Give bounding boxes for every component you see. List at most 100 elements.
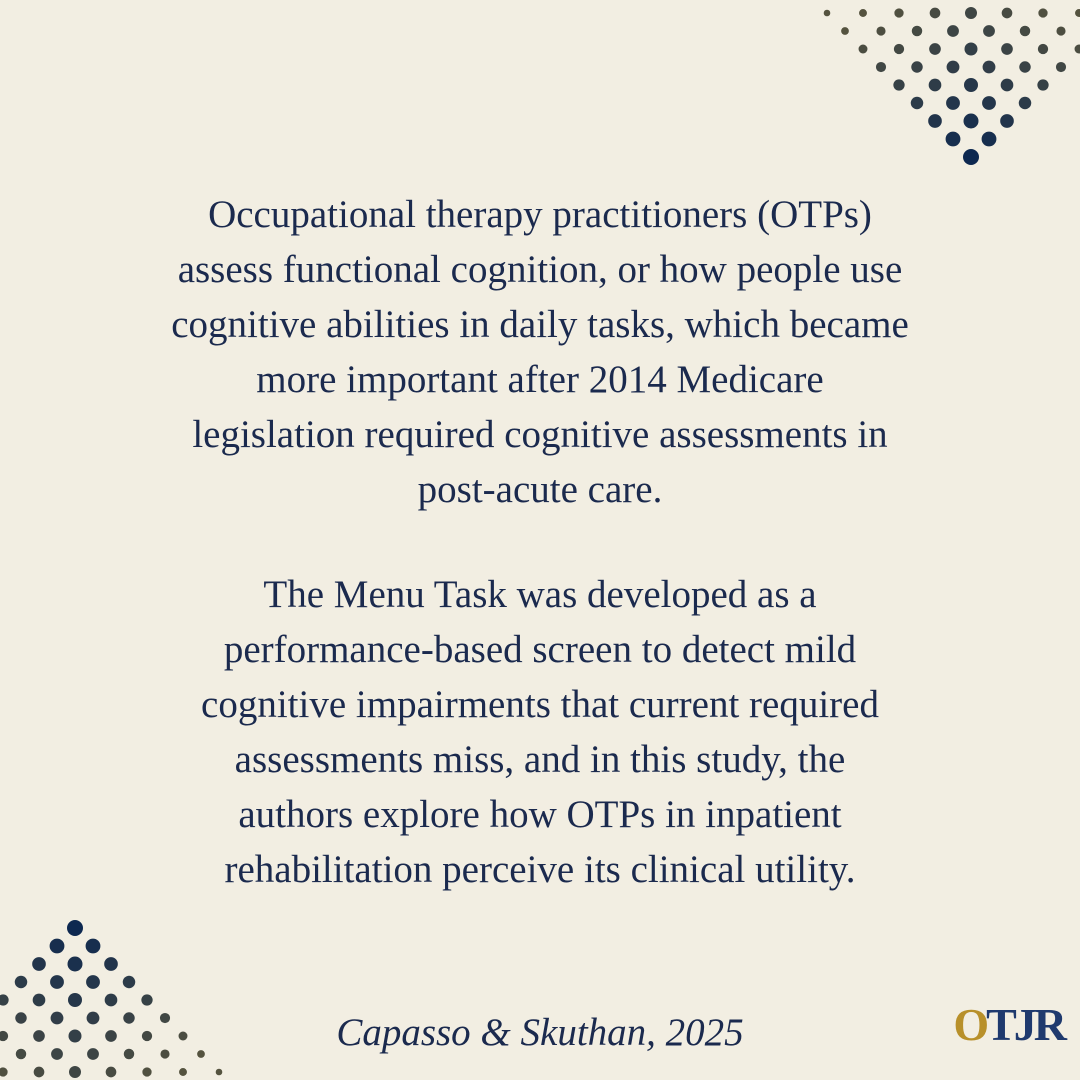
dot — [49, 938, 65, 954]
dot — [1037, 43, 1049, 55]
dot — [929, 43, 941, 55]
dot — [215, 1068, 223, 1076]
logo: OTJR — [953, 998, 1067, 1051]
dot — [160, 1049, 170, 1059]
logo-letters: TJR — [986, 999, 1067, 1050]
text-line: performance-based screen to detect mild — [223, 628, 857, 671]
dot — [982, 96, 996, 110]
dot — [104, 993, 118, 1007]
dot — [86, 1011, 100, 1025]
text-line: cognitive abilities in daily tasks, whic… — [171, 303, 909, 346]
dot — [823, 9, 831, 17]
dot — [33, 1066, 45, 1078]
dot — [67, 956, 83, 972]
text-line: assess functional cognition, or how peop… — [177, 248, 903, 291]
text-line: legislation required cognitive assessmen… — [192, 413, 888, 456]
dot — [876, 26, 886, 36]
paragraph: The Menu Task was developed as a performa… — [40, 567, 1040, 897]
dot — [1055, 61, 1067, 73]
dot — [1000, 78, 1014, 92]
dot — [964, 42, 978, 56]
dot — [928, 114, 942, 128]
text-line: rehabilitation perceive its clinical uti… — [224, 848, 856, 891]
dot — [85, 938, 101, 954]
dot — [859, 9, 867, 17]
dot — [964, 78, 978, 92]
dot — [894, 8, 904, 18]
dot — [69, 1066, 81, 1078]
dot — [1038, 8, 1048, 18]
text-line: post-acute care. — [417, 468, 663, 511]
dot — [14, 975, 28, 989]
dot — [945, 131, 961, 147]
dot — [87, 1048, 99, 1060]
dot — [963, 113, 979, 129]
dot — [15, 1048, 27, 1060]
dot — [946, 60, 960, 74]
dot — [965, 7, 977, 19]
dot — [0, 1067, 8, 1077]
dot — [33, 1030, 45, 1042]
dot — [947, 25, 959, 37]
dot — [50, 975, 64, 989]
dot — [86, 975, 100, 989]
dot — [911, 25, 923, 37]
dot — [875, 61, 887, 73]
dot — [15, 1012, 27, 1024]
text-line: Occupational therapy practitioners (OTPs… — [208, 193, 872, 236]
text-line: more important after 2014 Medicare — [256, 358, 824, 401]
dot — [910, 96, 924, 110]
dot — [1056, 26, 1066, 36]
dot — [841, 27, 849, 35]
text-line: assessments miss, and in this study, the — [234, 738, 846, 781]
dot — [1074, 44, 1080, 54]
dot — [32, 993, 46, 1007]
dot — [0, 994, 9, 1006]
dot — [197, 1050, 205, 1058]
dot — [51, 1048, 63, 1060]
dot — [122, 975, 136, 989]
dot — [50, 1011, 64, 1025]
dot — [1037, 79, 1049, 91]
dot — [179, 1068, 187, 1076]
dot — [142, 1067, 152, 1077]
dot — [0, 1030, 9, 1042]
dot — [68, 1029, 82, 1043]
text-line: cognitive impairments that current requi… — [201, 683, 879, 726]
dot — [1000, 114, 1014, 128]
dot — [946, 96, 960, 110]
dot — [911, 61, 923, 73]
dot — [141, 1030, 153, 1042]
dot — [104, 957, 118, 971]
text-line: authors explore how OTPs in inpatient — [238, 793, 842, 836]
dot — [983, 25, 995, 37]
dot — [1019, 61, 1031, 73]
text-line: The Menu Task was developed as a — [263, 573, 817, 616]
dot — [123, 1012, 135, 1024]
logo-letter: O — [953, 999, 989, 1050]
dot — [1001, 7, 1013, 19]
citation: Capasso & Skuthan, 2025 — [336, 1011, 744, 1054]
dot — [981, 131, 997, 147]
dot — [68, 993, 82, 1007]
paragraph: Occupational therapy practitioners (OTPs… — [40, 187, 1040, 517]
dot — [893, 43, 905, 55]
dot — [929, 7, 941, 19]
dot — [67, 920, 83, 936]
dot — [159, 1012, 171, 1024]
dot — [963, 149, 979, 165]
dot — [982, 60, 996, 74]
dot — [32, 957, 46, 971]
dot — [1075, 9, 1080, 17]
dot — [1018, 96, 1032, 110]
dot — [178, 1031, 188, 1041]
dot — [928, 78, 942, 92]
dot — [893, 79, 905, 91]
dot — [858, 44, 868, 54]
dot — [105, 1030, 117, 1042]
dot — [105, 1066, 117, 1078]
dot — [141, 994, 153, 1006]
dot — [1001, 43, 1013, 55]
